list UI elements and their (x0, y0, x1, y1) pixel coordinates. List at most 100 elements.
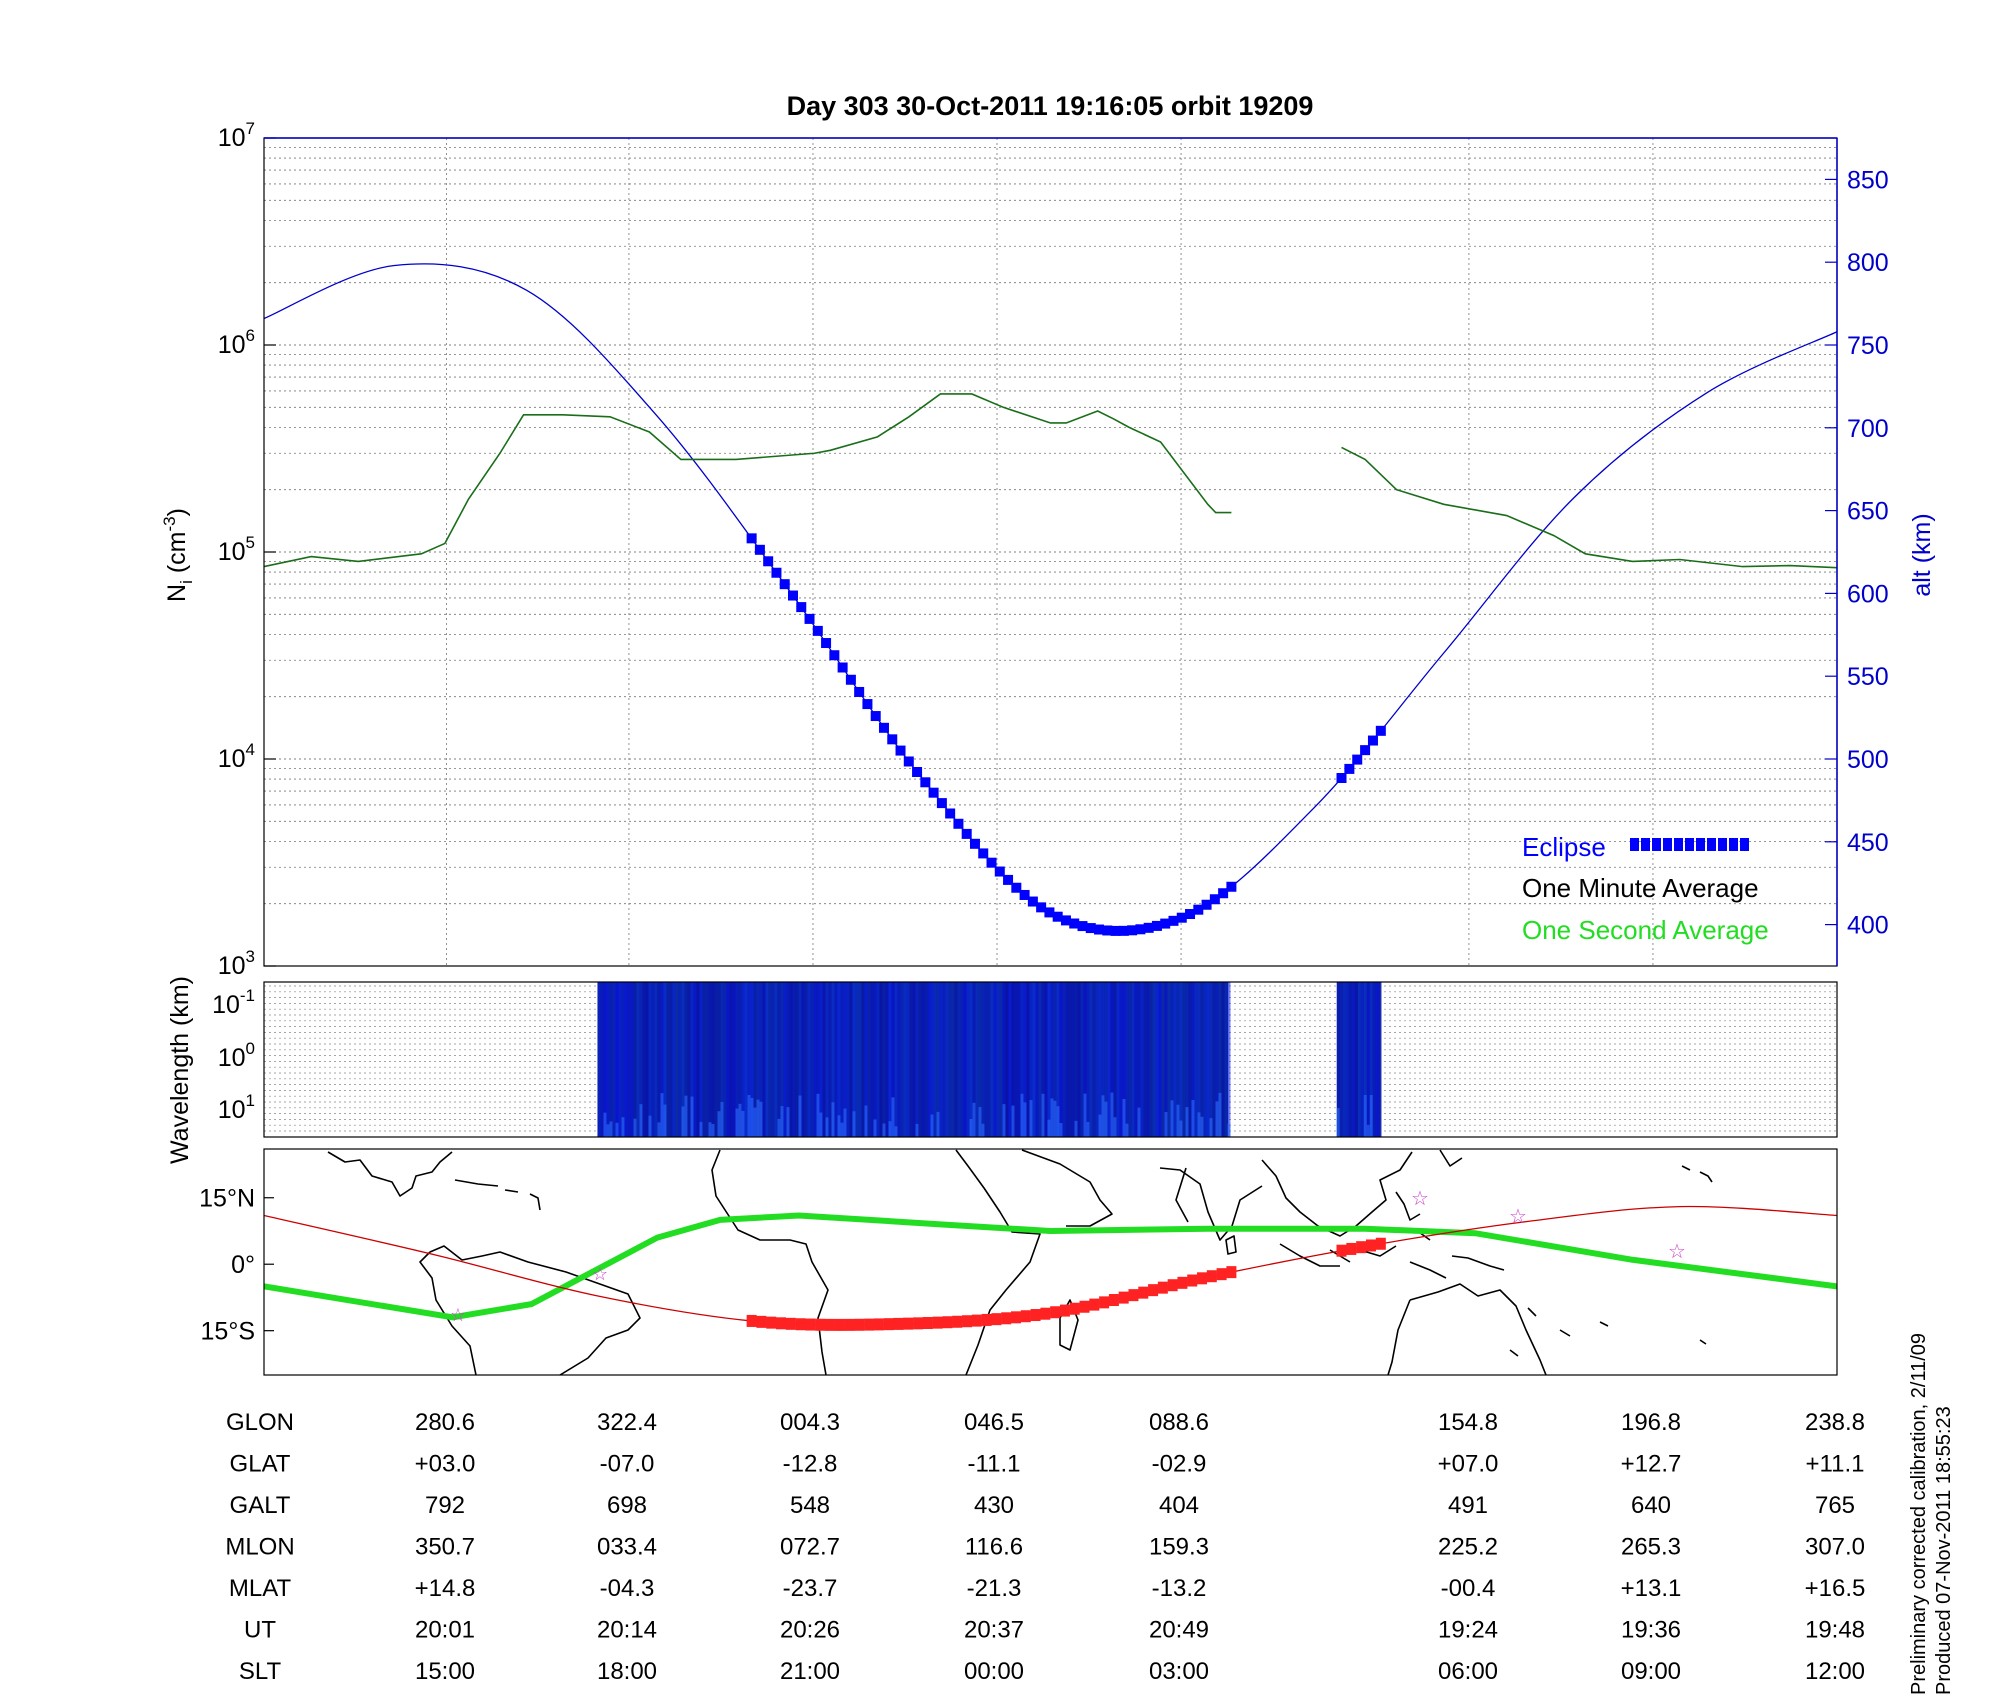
table-cell: 19:36 (1621, 1617, 1681, 1644)
spectrogram-column (906, 982, 910, 1137)
spectrogram-burst (756, 1099, 760, 1137)
spectrogram-column (858, 982, 862, 1137)
eclipse-marker (1160, 918, 1171, 929)
spectrogram-column (813, 982, 817, 1137)
spectrogram-column (981, 982, 985, 1137)
spectrogram-column (1366, 982, 1370, 1137)
spectrogram-column (870, 982, 874, 1137)
eclipse-track-marker (1206, 1270, 1217, 1283)
spectrogram-column (1378, 982, 1382, 1137)
spectrogram-column (1053, 982, 1057, 1137)
spectrogram-burst (750, 1097, 754, 1137)
eclipse-track-marker (1128, 1289, 1139, 1302)
spectrogram-burst (777, 1118, 781, 1137)
eclipse-track-marker (1050, 1306, 1061, 1319)
spectrogram-column (1131, 982, 1135, 1137)
spectrogram-burst (663, 1104, 667, 1137)
spectrogram-burst (1041, 1093, 1045, 1137)
spectrogram-column (831, 982, 835, 1137)
spectrogram-column (1143, 982, 1147, 1137)
spectrogram-column (927, 982, 931, 1137)
eclipse-track-marker (1148, 1284, 1159, 1297)
table-cell: 322.4 (597, 1409, 657, 1436)
eclipse-marker (969, 838, 980, 849)
spectrogram-column (636, 982, 640, 1137)
spectrogram-column (1122, 982, 1126, 1137)
spectrogram-column (720, 982, 724, 1137)
spectrogram-burst (1020, 1093, 1024, 1137)
spectrogram-column (1221, 982, 1225, 1137)
spectrogram-column (789, 982, 793, 1137)
eclipse-marker (1060, 915, 1071, 926)
eclipse-track-marker (766, 1316, 777, 1329)
spectrogram-column (891, 982, 895, 1137)
spectrogram-column (1152, 982, 1156, 1137)
spectrogram-column (897, 982, 901, 1137)
table-cell: 430 (974, 1492, 1014, 1519)
spectrogram-column (645, 982, 649, 1137)
spectrogram-y-label: Wavelength (km) (166, 976, 194, 1164)
spectrogram-y-axis: 10-1 100 101 (212, 986, 255, 1124)
spectrogram-column (1098, 982, 1102, 1137)
spectrogram-column (1041, 982, 1045, 1137)
eclipse-marker (903, 756, 914, 767)
spectrogram-column (750, 982, 754, 1137)
eclipse-track-marker (1167, 1279, 1178, 1292)
eclipse-marker (1135, 924, 1146, 935)
station-marker-star: ☆ (450, 1305, 466, 1325)
spectrogram-column (1116, 982, 1120, 1137)
table-cell: -23.7 (783, 1575, 838, 1602)
eclipse-track-marker (1356, 1241, 1367, 1254)
spectrogram-column (999, 982, 1003, 1137)
spectrogram-column (1071, 982, 1075, 1137)
eclipse-marker (912, 767, 923, 778)
table-cell: -00.4 (1441, 1575, 1496, 1602)
spectrogram-column (1011, 982, 1015, 1137)
spectrogram-column (825, 982, 829, 1137)
eclipse-track-marker (962, 1315, 973, 1328)
spectrogram-burst (1086, 1121, 1090, 1137)
spectrogram-burst (786, 1107, 790, 1137)
table-cell: 03:00 (1149, 1658, 1209, 1685)
spectrogram-tick-label: 100 (218, 1039, 255, 1072)
spectrogram-column (666, 982, 670, 1137)
spectrogram-column (618, 982, 622, 1137)
station-markers: ☆ ☆ ☆ ☆ ☆ (450, 1188, 1686, 1325)
eclipse-marker (1052, 911, 1063, 922)
spectrogram-column (1197, 982, 1201, 1137)
eclipse-marker (1110, 925, 1121, 936)
eclipse-marker (887, 734, 898, 745)
eclipse-marker (1168, 915, 1179, 926)
spectrogram-column (1191, 982, 1195, 1137)
legend-one-minute: One Minute Average (1522, 873, 1759, 903)
spectrogram-column (678, 982, 682, 1137)
spectrogram-column (990, 982, 994, 1137)
coastline-pacific-islands (1509, 1307, 1707, 1357)
spectrogram-burst (1336, 1107, 1340, 1137)
spectrogram-column (1167, 982, 1171, 1137)
spectrogram-column (1128, 982, 1132, 1137)
spectrogram-column (1101, 982, 1105, 1137)
spectrogram-column (1170, 982, 1174, 1137)
spectrogram-column (930, 982, 934, 1137)
spectrogram-burst (1122, 1098, 1126, 1137)
eclipse-marker (1218, 888, 1229, 899)
chart-title: Day 303 30-Oct-2011 19:16:05 orbit 19209 (787, 91, 1314, 121)
spectrogram-column (912, 982, 916, 1137)
spectrogram-burst (1176, 1104, 1180, 1137)
station-marker-star: ☆ (1509, 1206, 1527, 1228)
spectrogram-column (984, 982, 988, 1137)
spectrogram-burst (972, 1102, 976, 1137)
table-cell: 09:00 (1621, 1658, 1681, 1685)
spectrogram-burst (819, 1112, 823, 1137)
eclipse-marker (1185, 909, 1196, 920)
spectrogram-column (735, 982, 739, 1137)
spectrogram-burst (981, 1123, 985, 1137)
spectrogram-column (900, 982, 904, 1137)
eclipse-marker (771, 567, 782, 578)
table-cell: +07.0 (1438, 1451, 1499, 1478)
spectrogram-column (627, 982, 631, 1137)
table-row-label: MLAT (229, 1575, 292, 1602)
map-frame (263, 1148, 1838, 1376)
